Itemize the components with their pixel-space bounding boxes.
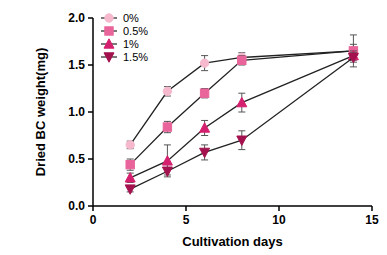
legend-marker <box>104 53 114 62</box>
error-bar-cap <box>201 144 208 145</box>
x-axis <box>93 205 372 207</box>
data-point <box>163 87 171 95</box>
error-bar <box>201 89 208 98</box>
x-tick-label: 10 <box>272 213 286 227</box>
series-line <box>130 56 353 178</box>
error-bar-cap <box>201 55 208 56</box>
y-tick <box>88 205 93 207</box>
data-point <box>162 167 172 176</box>
error-bar-cap <box>238 130 245 131</box>
x-tick <box>371 206 373 211</box>
error-bar-cap <box>164 121 171 122</box>
series-line <box>130 51 353 165</box>
data-point <box>125 173 135 182</box>
x-tick-label: 0 <box>90 213 97 227</box>
error-bar-cap <box>350 66 357 67</box>
legend-label: 0.5% <box>123 25 148 37</box>
data-point <box>126 141 134 149</box>
data-point <box>200 59 208 67</box>
y-tick-label: 1.0 <box>68 105 85 119</box>
data-point <box>200 89 208 97</box>
legend: 0%0.5%1%1.5% <box>101 12 148 63</box>
y-tick <box>88 64 93 66</box>
error-bar-cap <box>350 44 357 45</box>
y-tick <box>88 111 93 113</box>
error-bar-cap <box>127 159 134 160</box>
error-bar <box>127 159 134 170</box>
legend-label: 1% <box>123 38 139 50</box>
error-bar-cap <box>127 170 134 171</box>
y-axis-label: Dried BC weight(mg) <box>33 48 48 177</box>
data-point <box>125 185 135 194</box>
series-line <box>130 51 353 145</box>
data-point <box>200 148 210 157</box>
data-point <box>237 136 247 145</box>
error-bar <box>238 56 245 65</box>
data-point <box>348 53 358 62</box>
x-tick <box>278 206 280 211</box>
error-bar-cap <box>201 70 208 71</box>
y-tick <box>88 158 93 160</box>
y-tick-label: 0.5 <box>68 152 85 166</box>
x-axis-label: Cultivation days <box>182 234 282 249</box>
legend-marker <box>105 14 113 22</box>
legend-marker <box>104 39 114 48</box>
y-tick <box>88 17 93 19</box>
error-bar-cap <box>164 132 171 133</box>
error-bar <box>127 141 134 149</box>
error-bar <box>201 56 208 71</box>
y-tick-label: 1.5 <box>68 58 85 72</box>
error-bar-cap <box>201 135 208 136</box>
y-tick-label: 0.0 <box>68 199 85 213</box>
error-bar <box>164 121 171 132</box>
legend-label: 1.5% <box>123 51 148 63</box>
data-point <box>162 156 172 165</box>
legend-marker <box>105 27 113 35</box>
error-bar-cap <box>201 159 208 160</box>
error-bar-cap <box>201 120 208 121</box>
error-bar-cap <box>238 93 245 94</box>
x-tick <box>185 206 187 211</box>
error-bar-cap <box>350 34 357 35</box>
chart: 0 5 10 15 0.0 0.5 1.0 1.5 2.0 Cultivation days Dri… <box>0 0 387 255</box>
x-tick-label: 15 <box>365 213 379 227</box>
y-tick-label: 2.0 <box>68 11 85 25</box>
plot-area <box>125 35 358 194</box>
data-point <box>200 123 210 132</box>
data-point <box>163 123 171 131</box>
error-bar <box>164 87 171 96</box>
data-point <box>237 97 247 106</box>
error-bar-cap <box>164 144 171 145</box>
data-point <box>126 160 134 168</box>
data-point <box>238 56 246 64</box>
error-bar-cap <box>238 149 245 150</box>
x-tick-label: 5 <box>183 213 190 227</box>
series-line <box>130 57 353 189</box>
error-bar-cap <box>238 112 245 113</box>
legend-label: 0% <box>123 12 139 24</box>
